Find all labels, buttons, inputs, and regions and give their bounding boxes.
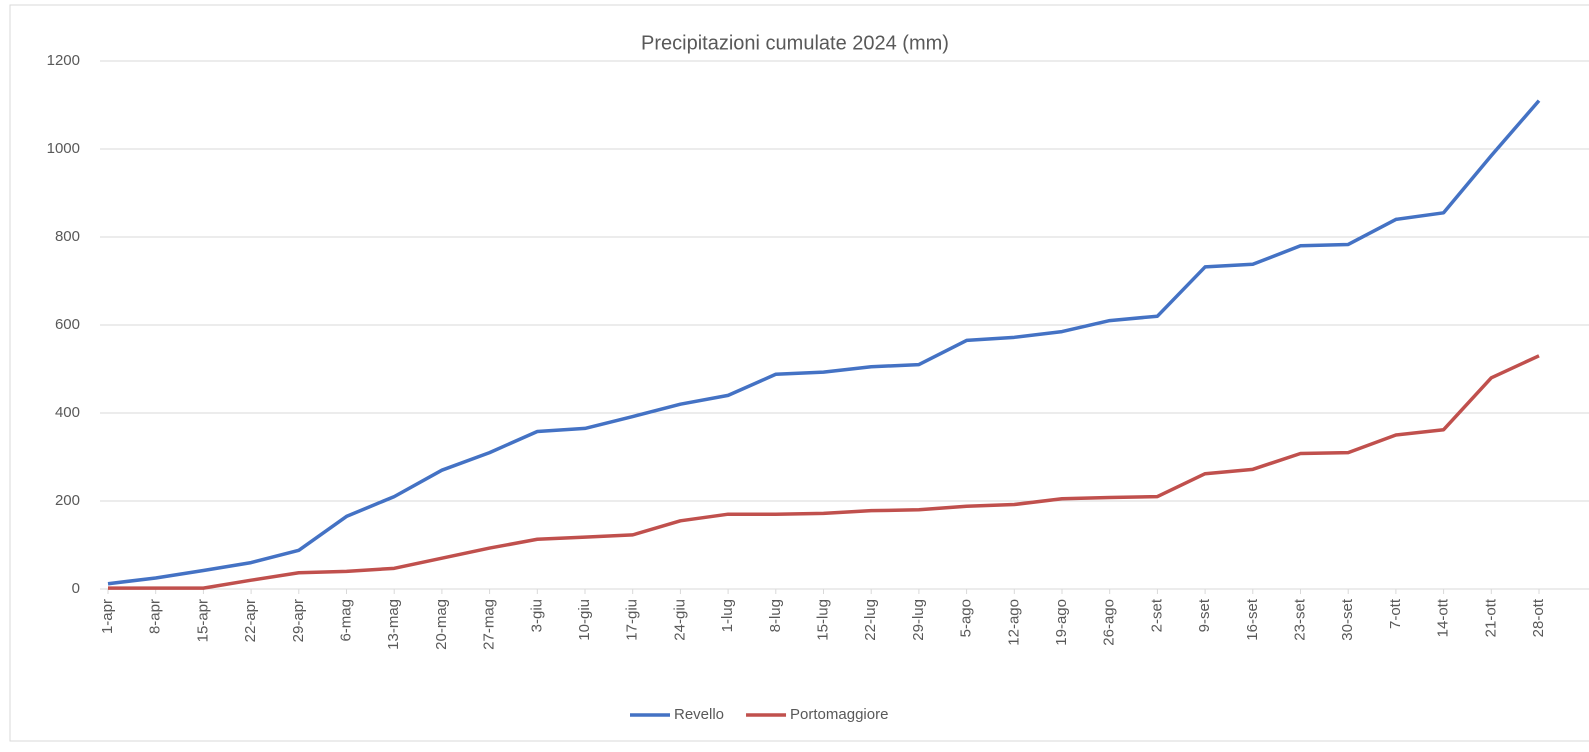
y-tick-label: 600 xyxy=(55,316,80,333)
y-tick-label: 1200 xyxy=(47,52,80,69)
x-tick-label: 23-set xyxy=(1291,598,1308,641)
x-tick-label: 6-mag xyxy=(337,599,354,642)
x-tick-label: 22-lug xyxy=(862,599,879,641)
x-tick-label: 14-ott xyxy=(1435,598,1452,637)
x-tick-label: 1-lug xyxy=(719,599,736,632)
x-tick-label: 8-lug xyxy=(767,599,784,632)
data-line xyxy=(108,354,1540,590)
x-tick-label: 30-set xyxy=(1339,598,1356,641)
x-tick-label: 2-set xyxy=(1148,598,1165,632)
y-tick-label: 0 xyxy=(72,580,80,597)
x-tick-label: 24-giu xyxy=(671,599,688,641)
x-tick-label: 12-ago xyxy=(1005,599,1022,646)
data-line xyxy=(107,99,1541,586)
legend-label: Revello xyxy=(674,706,724,723)
y-tick-label: 400 xyxy=(55,404,80,421)
x-tick-label: 8-apr xyxy=(147,599,164,634)
x-tick-label: 21-ott xyxy=(1482,598,1499,637)
chart-title: Precipitazioni cumulate 2024 (mm) xyxy=(641,32,949,54)
x-tick-label: 28-ott xyxy=(1530,598,1547,637)
x-tick-label: 3-giu xyxy=(528,599,545,632)
x-tick-label: 1-apr xyxy=(99,599,116,634)
x-tick-label: 10-giu xyxy=(576,599,593,641)
y-tick-label: 200 xyxy=(55,492,80,509)
x-tick-label: 16-set xyxy=(1244,598,1261,641)
legend-label: Portomaggiore xyxy=(790,706,888,723)
x-tick-label: 19-ago xyxy=(1053,599,1070,646)
x-tick-label: 29-lug xyxy=(910,599,927,641)
x-tick-label: 13-mag xyxy=(385,599,402,650)
y-tick-label: 1000 xyxy=(47,140,80,157)
x-tick-label: 17-giu xyxy=(624,599,641,641)
x-tick-label: 15-apr xyxy=(194,599,211,642)
x-tick-label: 27-mag xyxy=(481,599,498,650)
x-tick-label: 22-apr xyxy=(242,599,259,642)
x-tick-label: 15-lug xyxy=(814,599,831,641)
x-tick-label: 5-ago xyxy=(958,599,975,637)
x-tick-label: 26-ago xyxy=(1101,599,1118,646)
x-tick-label: 9-set xyxy=(1196,598,1213,632)
x-tick-label: 29-apr xyxy=(290,599,307,642)
x-tick-label: 7-ott xyxy=(1387,598,1404,629)
x-tick-label: 20-mag xyxy=(433,599,450,650)
y-tick-label: 800 xyxy=(55,228,80,245)
